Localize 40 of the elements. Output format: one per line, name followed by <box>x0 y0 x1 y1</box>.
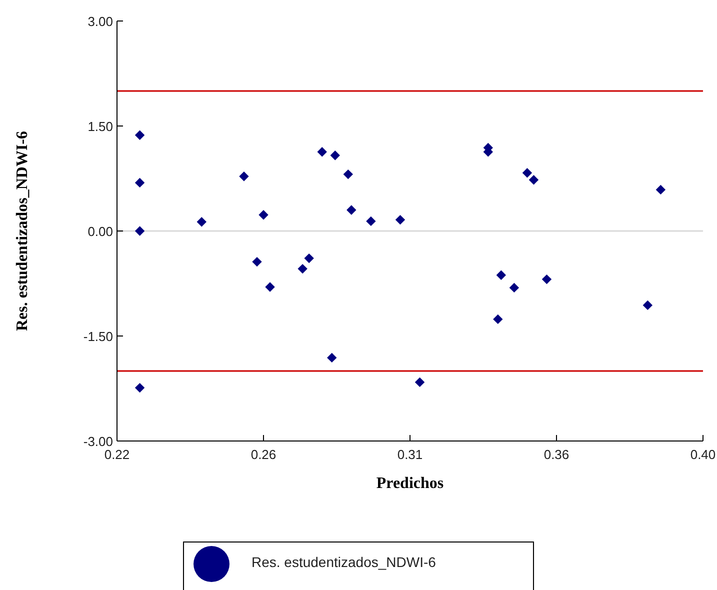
x-tick-label: 0.36 <box>544 447 570 462</box>
point <box>252 256 262 267</box>
point <box>134 178 145 188</box>
point <box>656 184 666 195</box>
y-tick-label: 0.00 <box>88 224 113 239</box>
point <box>327 352 337 363</box>
x-tick-label: 0.40 <box>690 447 716 462</box>
point <box>134 130 145 140</box>
point <box>346 205 356 215</box>
point <box>134 382 145 393</box>
point <box>196 217 206 227</box>
x-tick-label: 0.31 <box>397 447 423 462</box>
point <box>239 172 249 182</box>
text: Res. estudentizados_NDWI-6 <box>252 554 436 570</box>
y-axis-title: Res. estudentizados_NDWI-6 <box>14 131 31 331</box>
y-tick-label: -3.00 <box>83 434 113 449</box>
point <box>134 226 145 236</box>
point <box>509 282 520 293</box>
point <box>330 150 340 160</box>
point <box>528 175 539 185</box>
point <box>366 216 376 226</box>
point <box>304 253 314 264</box>
point <box>642 300 653 310</box>
point <box>317 147 327 157</box>
point <box>496 270 506 280</box>
x-tick-label: 0.22 <box>104 447 130 462</box>
x-tick-label: 0.26 <box>250 447 276 462</box>
point <box>265 282 275 292</box>
point <box>522 168 532 178</box>
y-tick-label: 3.00 <box>88 14 113 29</box>
point <box>542 274 552 284</box>
x-axis-title: Predichos <box>376 475 444 492</box>
y-tick-label: -1.50 <box>83 329 113 344</box>
point <box>258 210 268 220</box>
point <box>395 214 406 225</box>
y-tick-label: 1.50 <box>88 119 113 134</box>
point <box>493 314 503 324</box>
point <box>298 264 308 274</box>
point <box>343 169 353 180</box>
point <box>414 377 425 388</box>
